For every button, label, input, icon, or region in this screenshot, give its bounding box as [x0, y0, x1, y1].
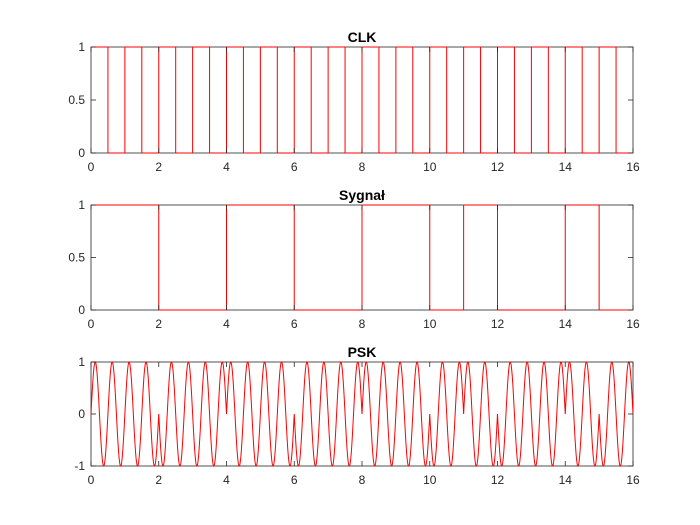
y-tick-label: 1 [78, 198, 85, 212]
x-tick-label: 2 [155, 160, 162, 174]
x-tick-label: 6 [291, 473, 298, 487]
x-tick-label: 10 [423, 160, 437, 174]
x-tick-label: 14 [559, 160, 573, 174]
series-line [91, 204, 633, 311]
series-line [90, 361, 634, 467]
x-tick-label: 10 [423, 317, 437, 331]
subplot-title: CLK [348, 29, 377, 45]
y-tick-label: 0 [78, 407, 85, 421]
x-tick-label: 8 [359, 160, 366, 174]
x-tick-label: 4 [223, 317, 230, 331]
x-tick-label: 4 [223, 473, 230, 487]
x-tick-label: 16 [626, 473, 640, 487]
x-tick-label: 4 [223, 160, 230, 174]
x-tick-label: 0 [88, 473, 95, 487]
subplot-2: 0 2 4 6 8 10 12 14 16 0 0.5 1 Sygnał [68, 187, 640, 331]
subplot-1: 0 2 4 6 8 10 12 14 16 0 0.5 1 CLK [68, 29, 640, 174]
x-tick-label: 0 [88, 317, 95, 331]
subplot-title: PSK [348, 344, 377, 360]
x-tick-label: 6 [291, 160, 298, 174]
y-tick-label: 0 [78, 146, 85, 160]
x-tick-label: 8 [359, 317, 366, 331]
x-tick-label: 16 [626, 160, 640, 174]
x-tick-label: 16 [626, 317, 640, 331]
subplot-title: Sygnał [339, 187, 385, 203]
x-tick-label: 12 [491, 160, 505, 174]
y-tick-label: 0.5 [68, 251, 85, 265]
x-tick-label: 12 [491, 473, 505, 487]
series-line [91, 46, 633, 154]
x-tick-label: 2 [155, 317, 162, 331]
x-tick-label: 14 [559, 317, 573, 331]
x-tick-label: 12 [491, 317, 505, 331]
x-tick-label: 8 [359, 473, 366, 487]
x-tick-label: 6 [291, 317, 298, 331]
x-tick-label: 14 [559, 473, 573, 487]
y-tick-label: 1 [78, 355, 85, 369]
x-tick-label: 2 [155, 473, 162, 487]
y-tick-label: 0.5 [68, 93, 85, 107]
y-tick-label: 0 [78, 303, 85, 317]
x-tick-label: 0 [88, 160, 95, 174]
x-tick-label: 10 [423, 473, 437, 487]
y-tick-label: 1 [78, 40, 85, 54]
y-tick-label: -1 [74, 459, 85, 473]
